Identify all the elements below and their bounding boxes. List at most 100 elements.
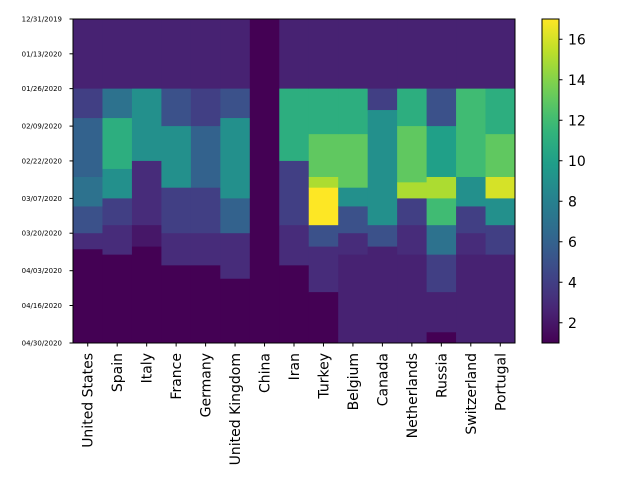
heatmap-cell xyxy=(161,88,192,127)
y-tick-label: 04/30/2020 xyxy=(22,340,62,348)
heatmap-cell xyxy=(426,88,457,127)
heatmap-cell xyxy=(485,176,516,199)
heatmap-cell xyxy=(485,225,516,256)
heatmap-cell xyxy=(190,265,221,344)
heatmap-cell xyxy=(190,88,221,127)
heatmap-cell xyxy=(426,225,457,256)
heatmap-cell xyxy=(338,233,369,256)
heatmap-cell xyxy=(397,19,428,90)
heatmap-cell xyxy=(249,19,280,344)
heatmap-cell xyxy=(426,19,457,90)
colorbar-tick-label: 14 xyxy=(568,73,586,89)
heatmap-cell xyxy=(190,233,221,266)
heatmap-cell xyxy=(102,168,133,199)
heatmap-cell xyxy=(161,126,192,189)
heatmap-cell xyxy=(220,118,251,199)
colorbar-tick-label: 10 xyxy=(568,154,586,170)
y-tick-label: 03/20/2020 xyxy=(22,230,62,238)
heatmap-cell xyxy=(102,254,133,344)
heatmap-cell xyxy=(456,254,487,344)
x-tick-label: Iran xyxy=(287,353,303,380)
heatmap-cell xyxy=(220,19,251,90)
heatmap-cell xyxy=(102,198,133,226)
heatmap-cell xyxy=(220,278,251,344)
heatmap-cell xyxy=(73,118,103,178)
heatmap-cell xyxy=(367,110,398,226)
colorbar-tick-label: 4 xyxy=(568,275,577,291)
heatmap-cell xyxy=(190,19,221,90)
x-tick-label: Canada xyxy=(375,353,391,406)
y-tick-label: 03/07/2020 xyxy=(22,195,62,203)
colorbar: 2 4 6 8 10 12 14 16 xyxy=(541,18,586,344)
x-tick-label: Germany xyxy=(199,353,215,417)
y-tick-label: 01/26/2020 xyxy=(22,85,62,93)
heatmap-cell xyxy=(131,246,162,344)
heatmap-cells xyxy=(73,19,516,344)
y-tick-label: 04/03/2020 xyxy=(22,267,62,275)
heatmap-cell xyxy=(102,19,133,90)
heatmap-cell xyxy=(308,246,339,293)
colorbar-tick-label: 2 xyxy=(568,316,577,332)
heatmap-cell xyxy=(308,187,339,226)
x-tick-label: Netherlands xyxy=(405,353,421,438)
heatmap-cell xyxy=(426,332,457,344)
x-tick-label: United Kingdom xyxy=(228,353,244,465)
heatmap-cell xyxy=(308,134,339,178)
heatmap-cell xyxy=(397,182,428,199)
x-axis: United States Spain Italy France Germany Unit… xyxy=(81,343,509,465)
heatmap-cell xyxy=(220,233,251,280)
heatmap-cell xyxy=(338,134,369,189)
x-tick-label: Portugal xyxy=(493,353,509,411)
heatmap-cell xyxy=(220,88,251,119)
heatmap-cell xyxy=(279,88,310,162)
y-tick-label: 04/16/2020 xyxy=(22,302,62,310)
heatmap-cell xyxy=(161,187,192,234)
x-tick-label: Belgium xyxy=(346,353,362,410)
heatmap-cell xyxy=(397,225,428,256)
heatmap-cell xyxy=(426,292,457,333)
heatmap-cell xyxy=(308,225,339,248)
heatmap-cell xyxy=(102,225,133,256)
heatmap-cell xyxy=(456,88,487,178)
heatmap-cell xyxy=(338,187,369,207)
y-tick-label: 12/31/2019 xyxy=(22,16,62,24)
y-tick-label: 02/22/2020 xyxy=(22,157,62,165)
heatmap-cell xyxy=(367,19,398,90)
heatmap-cell xyxy=(367,246,398,344)
heatmap-cell xyxy=(397,254,428,344)
heatmap-cell xyxy=(279,265,310,344)
heatmap-cell xyxy=(308,19,339,90)
heatmap-cell xyxy=(426,198,457,226)
heatmap-cell xyxy=(426,176,457,199)
heatmap-cell xyxy=(485,19,516,90)
y-tick-label: 01/13/2020 xyxy=(22,50,62,58)
x-tick-label: Italy xyxy=(140,353,156,383)
heatmap-cell xyxy=(397,198,428,226)
heatmap-cell xyxy=(73,176,103,207)
heatmap-cell xyxy=(426,126,457,178)
heatmap-cell xyxy=(338,19,369,90)
heatmap-cell xyxy=(220,198,251,234)
heatmap-cell xyxy=(131,160,162,226)
heatmap-cell xyxy=(456,233,487,256)
heatmap-cell xyxy=(308,88,339,135)
x-tick-label: Russia xyxy=(434,353,450,398)
heatmap-cell xyxy=(338,206,369,234)
y-tick-label: 02/09/2020 xyxy=(22,123,62,131)
colorbar-tick-label: 6 xyxy=(568,235,577,251)
heatmap-cell xyxy=(73,233,103,250)
heatmap-cell xyxy=(397,88,428,127)
x-tick-label: United States xyxy=(81,353,97,448)
heatmap-cell xyxy=(73,19,103,90)
colorbar-gradient xyxy=(541,18,560,344)
heatmap-cell xyxy=(279,19,310,90)
heatmap-cell xyxy=(426,254,457,293)
heatmap-cell xyxy=(485,198,516,226)
heatmap-cell xyxy=(308,292,339,344)
heatmap-cell xyxy=(485,88,516,135)
x-tick-label: France xyxy=(169,353,185,400)
heatmap-cell xyxy=(367,88,398,111)
heatmap-cell xyxy=(73,88,103,119)
heatmap-cell xyxy=(131,19,162,90)
heatmap-cell xyxy=(73,249,103,344)
